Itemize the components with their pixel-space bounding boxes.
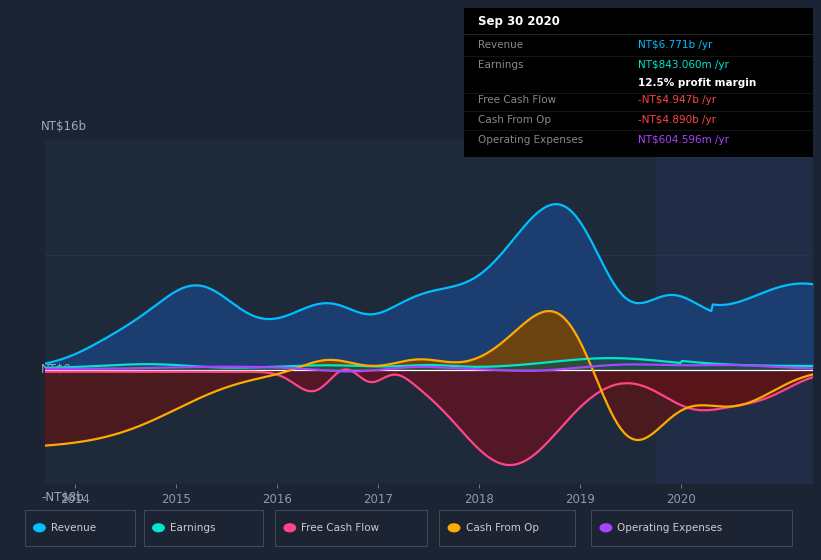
Text: -NT$8b: -NT$8b — [41, 491, 84, 505]
Text: Free Cash Flow: Free Cash Flow — [301, 523, 379, 533]
Text: Free Cash Flow: Free Cash Flow — [478, 95, 556, 105]
Text: Sep 30 2020: Sep 30 2020 — [478, 15, 560, 28]
Text: NT$6.771b /yr: NT$6.771b /yr — [639, 40, 713, 50]
Text: -NT$4.947b /yr: -NT$4.947b /yr — [639, 95, 717, 105]
Text: NT$604.596m /yr: NT$604.596m /yr — [639, 136, 729, 146]
Text: Operating Expenses: Operating Expenses — [478, 136, 583, 146]
Text: NT$0: NT$0 — [41, 363, 72, 376]
Text: Operating Expenses: Operating Expenses — [617, 523, 722, 533]
Text: Revenue: Revenue — [51, 523, 96, 533]
Bar — [656, 140, 821, 484]
Text: Earnings: Earnings — [170, 523, 215, 533]
Text: NT$843.060m /yr: NT$843.060m /yr — [639, 60, 729, 70]
Text: Revenue: Revenue — [478, 40, 523, 50]
Text: Earnings: Earnings — [478, 60, 523, 70]
Text: Cash From Op: Cash From Op — [478, 115, 551, 125]
Text: -NT$4.890b /yr: -NT$4.890b /yr — [639, 115, 717, 125]
Text: Cash From Op: Cash From Op — [466, 523, 539, 533]
Text: NT$16b: NT$16b — [41, 120, 87, 133]
Text: 12.5% profit margin: 12.5% profit margin — [639, 78, 757, 87]
